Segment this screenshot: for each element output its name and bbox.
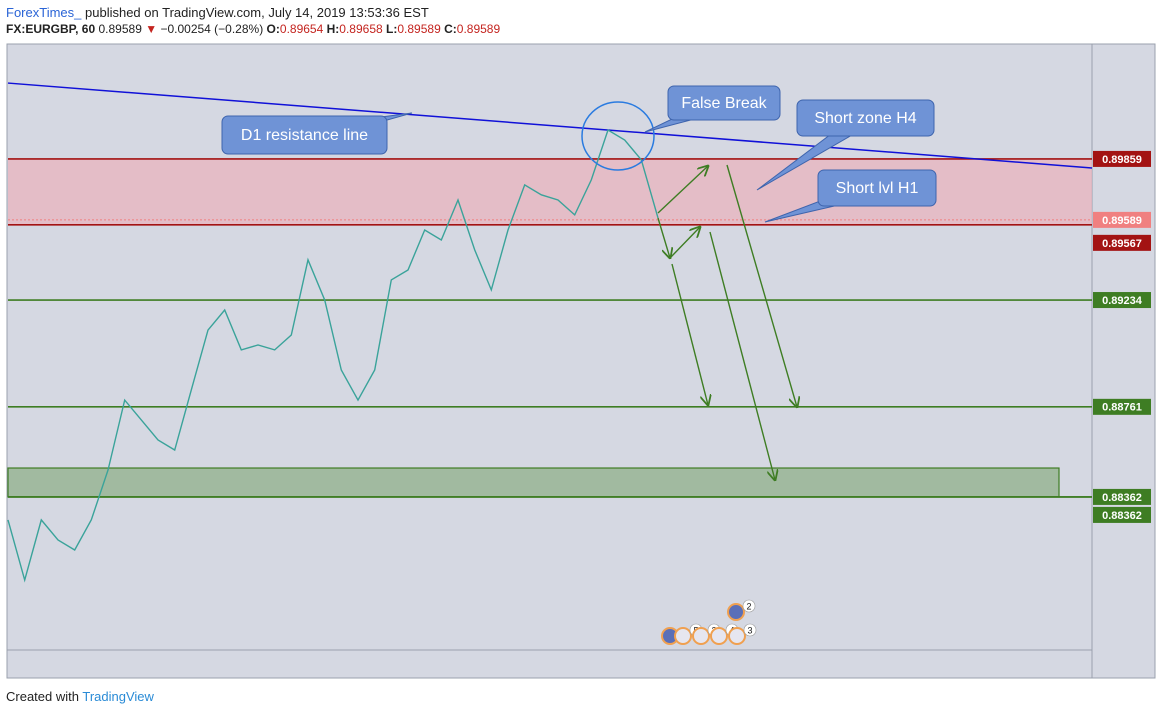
price-label: 0.89567 — [1102, 238, 1142, 250]
price-label: 0.89859 — [1102, 154, 1142, 166]
author[interactable]: ForexTimes_ — [6, 5, 82, 20]
callout-box — [667, 85, 781, 121]
brand-link[interactable]: TradingView — [82, 689, 154, 704]
callout-text: Short lvl H1 — [836, 180, 919, 197]
last-price: 0.89589 — [98, 22, 142, 36]
callout-text: D1 resistance line — [241, 127, 368, 144]
low-label: L: — [386, 22, 398, 36]
close-value: 0.89589 — [456, 22, 501, 36]
price-label-box — [1093, 292, 1151, 309]
callout-box — [221, 115, 388, 155]
change-arrow: ▼ — [145, 22, 158, 36]
event-icon — [674, 627, 692, 645]
callout-box — [817, 169, 937, 207]
event-count: 2 — [746, 601, 751, 611]
open-value: 0.89654 — [279, 22, 324, 36]
price-line — [7, 128, 659, 583]
event-icon — [710, 627, 728, 645]
event-icon — [727, 603, 745, 621]
false-break-circle — [581, 101, 655, 171]
price-label: 0.88362 — [1102, 492, 1142, 504]
arrow — [709, 231, 775, 480]
price-label: 0.88362 — [1102, 510, 1142, 522]
symbol: FX:EURGBP, 60 — [6, 22, 96, 36]
arrow — [726, 164, 797, 407]
close-label: C: — [444, 22, 457, 36]
publish-info: published on TradingView.com, July 14, 2… — [85, 5, 429, 20]
high-value: 0.89658 — [339, 22, 383, 36]
high-label: H: — [326, 22, 340, 36]
arrow — [657, 217, 670, 258]
price-label: 0.88761 — [1102, 402, 1142, 414]
callout-text: Short zone H4 — [814, 110, 916, 127]
price-label-box — [1093, 234, 1151, 251]
callout-text: False Break — [681, 95, 767, 112]
change: −0.00254 (−0.28%) — [160, 22, 264, 36]
event-count: 3 — [747, 625, 752, 635]
event-badge — [743, 623, 757, 637]
arrow — [657, 166, 708, 214]
arrow — [669, 227, 700, 259]
price-label-box — [1093, 506, 1151, 523]
event-badge — [742, 599, 756, 613]
price-label: 0.89589 — [1102, 215, 1142, 227]
symbol-legend: FX:EURGBP, 60 0.89589 ▼ −0.00254 (−0.28%… — [6, 22, 500, 36]
created-with: Created with — [6, 689, 79, 704]
price-label-box — [1093, 150, 1151, 167]
plot-area — [6, 43, 1093, 679]
resistance-trendline — [7, 82, 1093, 169]
price-label: 0.89234 — [1102, 295, 1143, 307]
price-label-box — [1093, 488, 1151, 505]
scenario-arrows — [657, 164, 797, 480]
price-axis — [1091, 43, 1156, 679]
callout-box — [796, 99, 935, 137]
price-label-box — [1093, 211, 1151, 228]
price-label-box — [1093, 398, 1151, 415]
arrow — [671, 263, 708, 405]
low-value: 0.89589 — [397, 22, 441, 36]
footer: Created with TradingView — [6, 689, 154, 704]
publish-header: ForexTimes_ published on TradingView.com… — [6, 5, 429, 20]
open-label: O: — [266, 22, 280, 36]
event-icon — [728, 627, 746, 645]
event-icon — [692, 627, 710, 645]
zone — [7, 467, 1060, 498]
